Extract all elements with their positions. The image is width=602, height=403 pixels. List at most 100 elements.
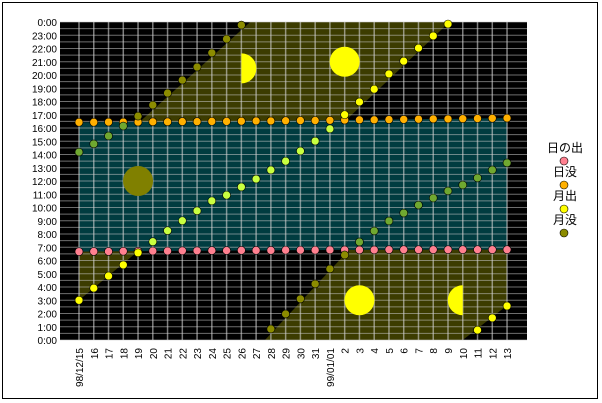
marker-sunset bbox=[89, 117, 99, 127]
x-tick-label: 98/12/15 bbox=[75, 348, 86, 387]
marker-moonset bbox=[222, 34, 231, 44]
marker-moonrise bbox=[384, 69, 394, 79]
marker-sunrise bbox=[237, 246, 246, 255]
marker-sunset bbox=[281, 116, 290, 126]
marker-moonrise bbox=[281, 156, 290, 166]
y-tick-label: 14:00 bbox=[32, 151, 57, 162]
x-tick-label: 16 bbox=[90, 348, 101, 360]
marker-moonrise bbox=[310, 136, 320, 146]
chart-frame bbox=[2, 2, 598, 399]
y-tick-label: 23:00 bbox=[32, 31, 57, 42]
marker-moonrise bbox=[325, 124, 335, 134]
marker-sunset bbox=[192, 117, 202, 126]
marker-moonset bbox=[502, 158, 512, 168]
x-tick-label: 22 bbox=[178, 348, 189, 360]
marker-moonset bbox=[296, 294, 305, 304]
y-tick-label: 3:00 bbox=[38, 296, 58, 307]
marker-moonrise bbox=[369, 84, 379, 94]
marker-moonrise bbox=[148, 237, 158, 247]
x-tick-label: 26 bbox=[237, 348, 248, 360]
y-tick-label: 9:00 bbox=[38, 217, 58, 228]
legend-marker bbox=[559, 204, 569, 214]
marker-moonrise bbox=[178, 216, 187, 226]
x-tick-label: 29 bbox=[282, 348, 293, 360]
y-tick-label: 16:00 bbox=[32, 124, 57, 135]
legend-label: 月没 bbox=[553, 212, 577, 227]
x-tick-label: 13 bbox=[503, 348, 514, 360]
marker-sunrise bbox=[118, 246, 128, 256]
marker-sunset bbox=[148, 117, 158, 127]
marker-moonset bbox=[237, 20, 246, 30]
marker-moonrise bbox=[222, 190, 231, 200]
x-tick-label: 9 bbox=[444, 348, 455, 354]
marker-sunset bbox=[428, 114, 438, 124]
marker-moonrise bbox=[414, 43, 423, 53]
marker-sunset bbox=[104, 117, 113, 127]
marker-moonrise bbox=[163, 226, 172, 235]
marker-sunrise bbox=[89, 247, 99, 256]
x-tick-label: 10 bbox=[459, 348, 470, 360]
legend-label: 日没 bbox=[553, 164, 577, 179]
marker-moonrise bbox=[399, 56, 409, 66]
marker-sunrise bbox=[473, 245, 482, 254]
x-tick-label: 11 bbox=[474, 348, 485, 359]
marker-sunrise bbox=[163, 246, 172, 256]
x-tick-label: 28 bbox=[267, 348, 278, 360]
marker-sunset bbox=[384, 115, 394, 124]
marker-moonset bbox=[178, 75, 187, 85]
moon-new-icon bbox=[123, 166, 154, 196]
x-tick-label: 8 bbox=[429, 348, 440, 354]
moon-up-region bbox=[139, 22, 450, 123]
marker-sunset bbox=[502, 113, 512, 123]
x-tick-label: 25 bbox=[223, 348, 234, 360]
marker-moonrise bbox=[443, 19, 453, 29]
marker-sunset bbox=[310, 116, 320, 125]
marker-moonrise bbox=[104, 271, 113, 281]
y-tick-label: 10:00 bbox=[32, 204, 57, 215]
marker-moonrise bbox=[133, 248, 143, 258]
marker-sunrise bbox=[281, 245, 290, 255]
legend-marker bbox=[559, 156, 569, 166]
y-tick-label: 13:00 bbox=[32, 164, 57, 175]
x-tick-label: 12 bbox=[488, 348, 499, 360]
marker-sunrise bbox=[266, 246, 276, 255]
marker-sunrise bbox=[296, 245, 305, 255]
marker-moonset bbox=[369, 226, 379, 236]
marker-moonrise bbox=[296, 146, 305, 156]
x-tick-label: 7 bbox=[414, 348, 425, 354]
marker-sunset bbox=[399, 115, 409, 124]
marker-sunset bbox=[237, 116, 246, 126]
marker-moonrise bbox=[355, 97, 364, 107]
marker-sunset bbox=[325, 115, 335, 125]
marker-moonset bbox=[458, 180, 468, 190]
moon-up-region bbox=[264, 249, 508, 340]
x-tick-label: 20 bbox=[149, 348, 160, 360]
marker-sunset bbox=[487, 113, 497, 123]
marker-moonset bbox=[89, 139, 99, 149]
marker-moonrise bbox=[74, 295, 84, 305]
marker-moonset bbox=[310, 279, 320, 289]
marker-moonset bbox=[399, 208, 409, 218]
x-tick-label: 99/01/01 bbox=[326, 348, 337, 387]
marker-moonset bbox=[487, 165, 497, 175]
moon-full-icon bbox=[344, 285, 375, 316]
marker-sunset bbox=[251, 116, 261, 126]
marker-sunset bbox=[222, 117, 231, 126]
marker-moonset bbox=[104, 131, 113, 141]
marker-sunrise bbox=[502, 245, 512, 254]
marker-sunrise bbox=[458, 245, 468, 254]
marker-moonrise bbox=[428, 31, 438, 41]
x-tick-label: 18 bbox=[119, 348, 130, 360]
y-tick-label: 15:00 bbox=[32, 137, 57, 148]
y-tick-label: 20:00 bbox=[32, 71, 57, 82]
marker-sunrise bbox=[104, 247, 113, 256]
marker-sunset bbox=[458, 114, 468, 124]
y-tick-label: 8:00 bbox=[38, 230, 58, 241]
marker-moonrise bbox=[89, 283, 99, 293]
legend-marker bbox=[559, 228, 569, 238]
marker-sunrise bbox=[428, 245, 438, 254]
marker-sunrise bbox=[74, 247, 84, 256]
marker-sunrise bbox=[369, 245, 379, 255]
x-tick-label: 5 bbox=[385, 348, 396, 354]
